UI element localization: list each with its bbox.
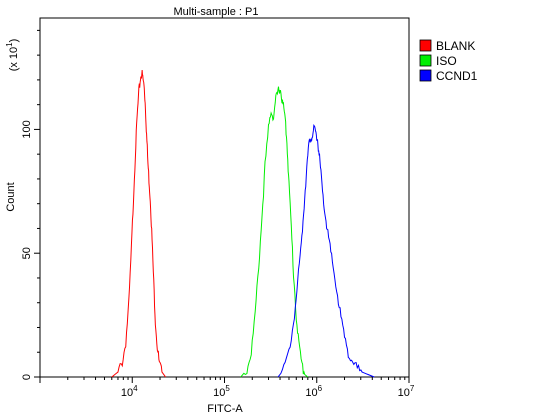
x-tick-exponent: 6 — [318, 384, 323, 393]
chart-title: Multi-sample : P1 — [174, 6, 259, 18]
legend-label-ccnd1: CCND1 — [436, 69, 478, 83]
x-tick-label: 106 — [305, 384, 322, 399]
plot-frame — [39, 17, 410, 378]
x-tick-label: 107 — [398, 384, 415, 399]
series-layer — [111, 69, 375, 378]
y-tick-label: 100 — [21, 120, 33, 138]
x-tick-base: 10 — [121, 387, 133, 399]
y-axis-title: Count — [5, 182, 17, 211]
legend-swatch-blank — [419, 39, 432, 52]
legend-label-blank: BLANK — [436, 39, 475, 53]
x-tick-label: 105 — [213, 384, 230, 399]
svg-text:(x 101): (x 101) — [5, 39, 20, 72]
y-tick-label: 0 — [21, 374, 33, 380]
y-multiplier-exp: 1 — [5, 42, 14, 47]
legend-label-iso: ISO — [436, 54, 457, 68]
y-multiplier-close: ) — [8, 39, 20, 43]
x-tick-base: 10 — [213, 387, 225, 399]
y-axis-multiplier: (x 101) — [5, 39, 20, 72]
x-tick-base: 10 — [398, 387, 410, 399]
y-multiplier-base: (x 10 — [8, 47, 20, 71]
x-tick-exponent: 5 — [225, 384, 230, 393]
x-axis-title: FITC-A — [207, 403, 243, 415]
x-axis-ticks: 104 105 106 107 — [39, 377, 415, 399]
series-line-blank — [111, 69, 167, 378]
x-tick-exponent: 4 — [133, 384, 138, 393]
series-line-ccnd1 — [277, 124, 375, 378]
x-tick-base: 10 — [305, 387, 317, 399]
series-line-iso — [240, 86, 309, 378]
y-axis-ticks: 0 50 100 — [21, 29, 40, 380]
legend-swatch-iso — [419, 54, 432, 67]
x-tick-exponent: 7 — [410, 384, 415, 393]
x-tick-label: 104 — [121, 384, 138, 399]
y-tick-label: 50 — [21, 247, 33, 259]
legend-swatch-ccnd1 — [419, 69, 432, 82]
